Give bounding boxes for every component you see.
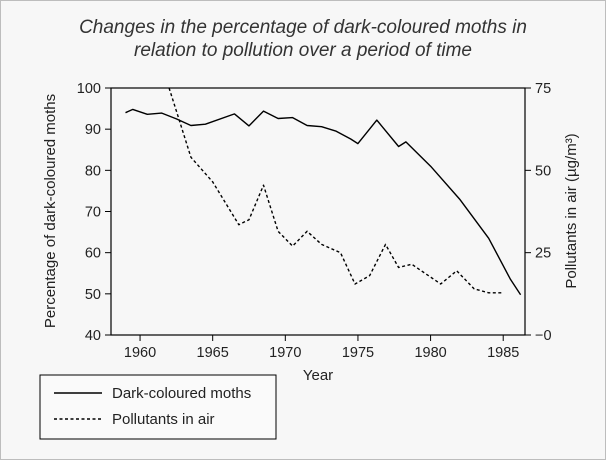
y-right-tick-label: −0 <box>535 328 552 344</box>
x-axis-ticks: 1960 1965 1970 1975 1980 1985 <box>124 335 519 361</box>
y-right-tick-label: 25 <box>535 246 551 262</box>
legend-box <box>39 374 277 440</box>
y-left-tick-label: 80 <box>85 163 101 179</box>
legend-label-moths: Dark-coloured moths <box>112 385 251 402</box>
y-left-tick-label: 50 <box>85 287 101 303</box>
series-line-pollutants <box>168 87 504 294</box>
y-axis-right-ticks: −0 25 50 75 <box>525 81 552 344</box>
x-tick-label: 1965 <box>197 345 229 361</box>
x-tick-label: 1960 <box>124 345 156 361</box>
x-axis-label: Year <box>303 367 333 384</box>
y-left-tick-label: 100 <box>77 81 101 97</box>
x-tick-label: 1975 <box>342 345 374 361</box>
legend-label-pollutants: Pollutants in air <box>112 411 215 428</box>
y-axis-left-ticks: 40 50 60 70 80 90 100 <box>77 81 111 344</box>
chart-title-line-1: Changes in the percentage of dark-colour… <box>79 17 527 38</box>
chart-title-line-2: relation to pollution over a period of t… <box>134 40 472 61</box>
series-line-dark-moths <box>125 108 522 296</box>
y-axis-right-label: Pollutants in air (µg/m³) <box>563 133 580 288</box>
series-layer <box>125 87 522 296</box>
y-right-tick-label: 75 <box>535 81 551 97</box>
x-tick-label: 1970 <box>269 345 301 361</box>
plot-area <box>110 87 526 336</box>
y-left-tick-label: 90 <box>85 122 101 138</box>
x-tick-label: 1985 <box>487 345 519 361</box>
y-left-tick-label: 70 <box>85 205 101 221</box>
x-tick-label: 1980 <box>414 345 446 361</box>
y-right-tick-label: 50 <box>535 163 551 179</box>
y-left-tick-label: 60 <box>85 246 101 262</box>
y-left-tick-label: 40 <box>85 328 101 344</box>
y-axis-left-label: Percentage of dark-coloured moths <box>42 94 59 328</box>
